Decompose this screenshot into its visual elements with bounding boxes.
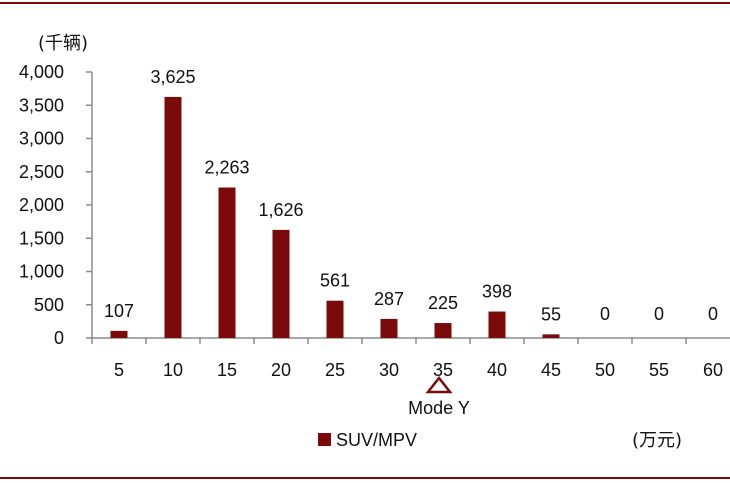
data-label: 3,625 [150,67,195,87]
bar [542,334,560,338]
annotation-label: Mode Y [408,398,470,418]
bar [434,323,452,338]
data-label: 1,626 [258,200,303,220]
data-label: 2,263 [204,158,249,178]
y-tick-label: 3,500 [19,95,64,115]
data-label: 0 [708,304,718,324]
data-label: 561 [320,271,350,291]
y-tick-label: 1,000 [19,262,64,282]
bar [488,311,506,338]
bar [272,229,290,338]
y-axis: 0 500 1,000 1,500 2,000 2,500 3,000 3,500 4,000 [19,62,93,348]
data-label: 398 [482,282,512,302]
x-tick-label: 45 [541,360,561,380]
bar [326,300,344,338]
x-tick-label: 55 [649,360,669,380]
data-label: 107 [104,301,134,321]
y-axis-unit: (千辆) [38,33,88,54]
bar [380,318,398,338]
x-axis: 5 10 15 20 25 30 35 40 45 50 55 60 [91,337,730,380]
x-axis-unit: (万元) [632,430,682,451]
y-tick-label: 2,000 [19,195,64,215]
bars [110,96,560,338]
y-tick-label: 1,500 [19,228,64,248]
bar [164,96,182,338]
x-tick-label: 5 [114,360,124,380]
x-tick-label: 50 [595,360,615,380]
y-tick-label: 3,000 [19,129,64,149]
data-label: 55 [541,304,561,324]
x-tick-label: 35 [433,360,453,380]
x-tick-label: 60 [703,360,723,380]
legend-swatch [318,433,331,446]
legend: SUV/MPV [318,430,417,450]
bar [110,330,128,338]
triangle-marker-icon [425,375,453,394]
x-tick-label: 40 [487,360,507,380]
bar [218,187,236,338]
x-tick-label: 10 [163,360,183,380]
x-tick-label: 25 [325,360,345,380]
x-tick-label: 30 [379,360,399,380]
data-labels: 107 3,625 2,263 1,626 561 287 225 398 55 0 0 0 [104,67,718,324]
x-tick-label: 20 [271,360,291,380]
mode-y-annotation: Mode Y [408,375,470,418]
y-tick-label: 4,000 [19,62,64,82]
x-tick-label: 15 [217,360,237,380]
data-label: 225 [428,293,458,313]
data-label: 0 [600,304,610,324]
y-tick-label: 0 [54,328,64,348]
data-label: 287 [374,289,404,309]
y-tick-label: 2,500 [19,162,64,182]
legend-label: SUV/MPV [336,430,417,450]
y-tick-label: 500 [34,295,64,315]
data-label: 0 [654,304,664,324]
